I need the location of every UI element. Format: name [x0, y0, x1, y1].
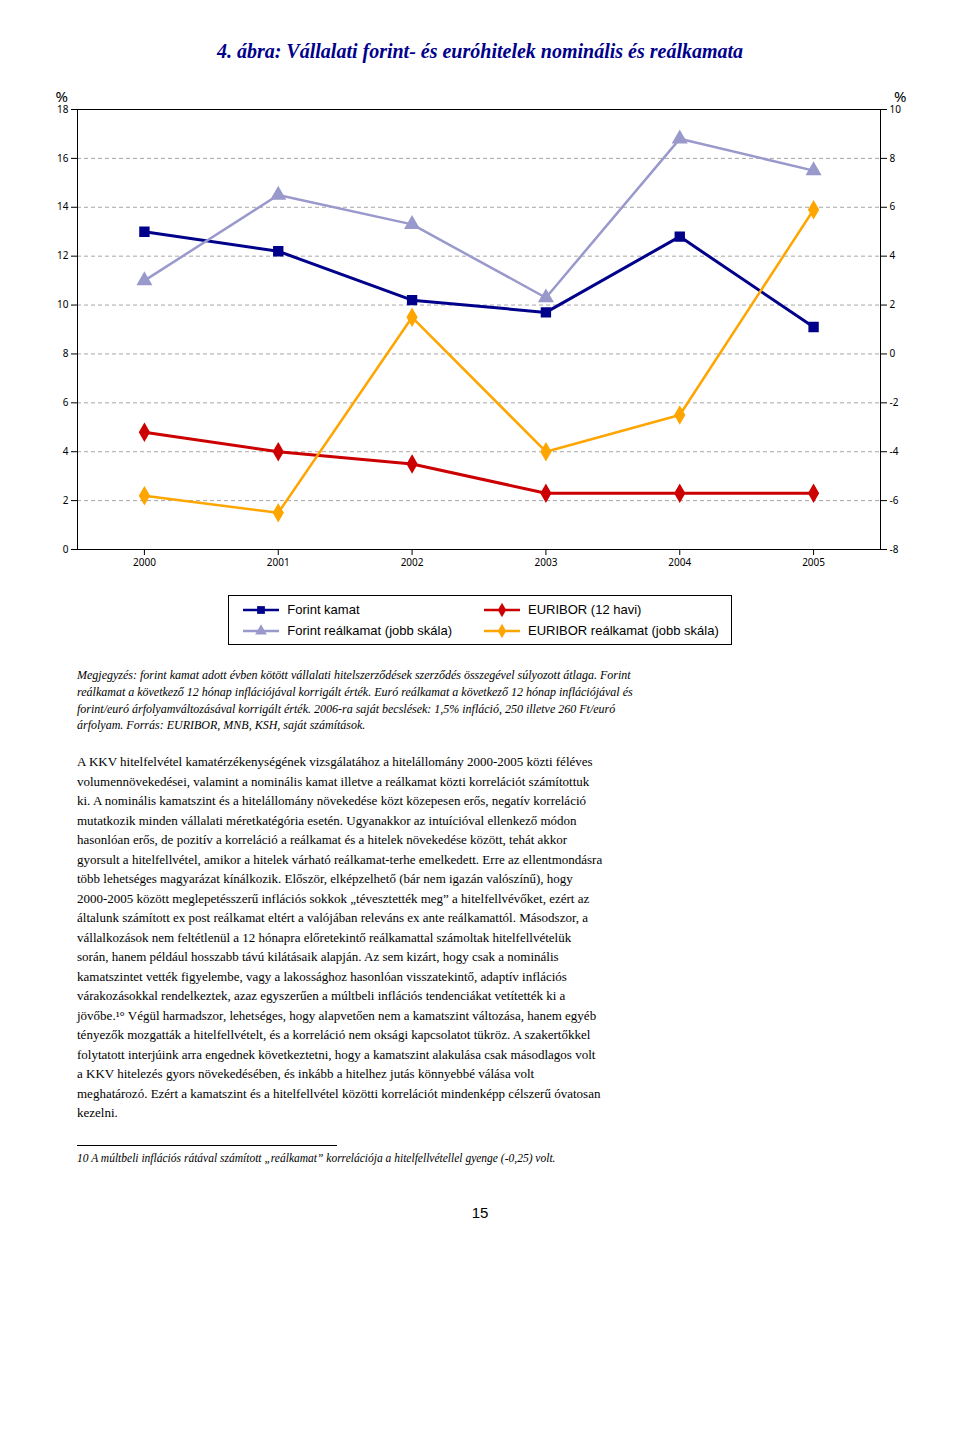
svg-text:-6: -6 [890, 493, 899, 507]
svg-text:18: 18 [57, 101, 69, 116]
svg-text:2003: 2003 [534, 555, 557, 569]
svg-text:4: 4 [63, 444, 69, 458]
svg-text:0: 0 [63, 542, 69, 556]
svg-text:%: % [56, 86, 68, 106]
svg-text:2002: 2002 [401, 555, 424, 569]
svg-text:2: 2 [890, 297, 896, 311]
svg-text:0: 0 [890, 346, 896, 360]
html-text:4. ábra: Vállalati forint- és: 4. ábra: Vállalati forint- és euróhitele… [216, 40, 744, 62]
html-text:EURIBOR (12 havi): EURIBOR (12 havi) [528, 602, 642, 617]
svg-text:2001: 2001 [267, 555, 290, 569]
html-text:15: 15 [471, 1203, 489, 1221]
svg-text:8: 8 [63, 346, 69, 360]
svg-text:6: 6 [63, 395, 69, 409]
svg-text:8: 8 [890, 151, 896, 165]
svg-text:-4: -4 [890, 444, 899, 458]
svg-text:10: 10 [889, 101, 901, 116]
svg-text:2005: 2005 [802, 555, 825, 569]
svg-text:-8: -8 [890, 542, 899, 556]
html-text:EURIBOR reálkamat (jobb skála): EURIBOR reálkamat (jobb skála) [528, 623, 719, 638]
svg-text:6: 6 [890, 199, 896, 213]
svg-text:-2: -2 [890, 395, 899, 409]
svg-text:4: 4 [890, 248, 896, 262]
svg-text:10: 10 [57, 297, 69, 311]
html-text:A KKV hitelfelvétel kamatérzék: A KKV hitelfelvétel kamatérzékenységének… [77, 754, 603, 1121]
svg-text:14: 14 [57, 199, 69, 213]
svg-text:2004: 2004 [668, 555, 691, 569]
html-text:Forint reálkamat (jobb skála): Forint reálkamat (jobb skála) [287, 623, 452, 638]
svg-text:12: 12 [57, 248, 69, 262]
svg-text:%: % [894, 86, 906, 106]
html-text:Megjegyzés: forint kamat adott: Megjegyzés: forint kamat adott évben köt… [77, 668, 633, 733]
html-text:Forint kamat: Forint kamat [287, 602, 360, 617]
svg-text:2: 2 [63, 493, 69, 507]
svg-text:16: 16 [57, 151, 69, 165]
svg-text:2000: 2000 [133, 555, 156, 569]
html-text:10 A múltbeli inflációs rátáva: 10 A múltbeli inflációs rátával számítot… [77, 1151, 556, 1164]
